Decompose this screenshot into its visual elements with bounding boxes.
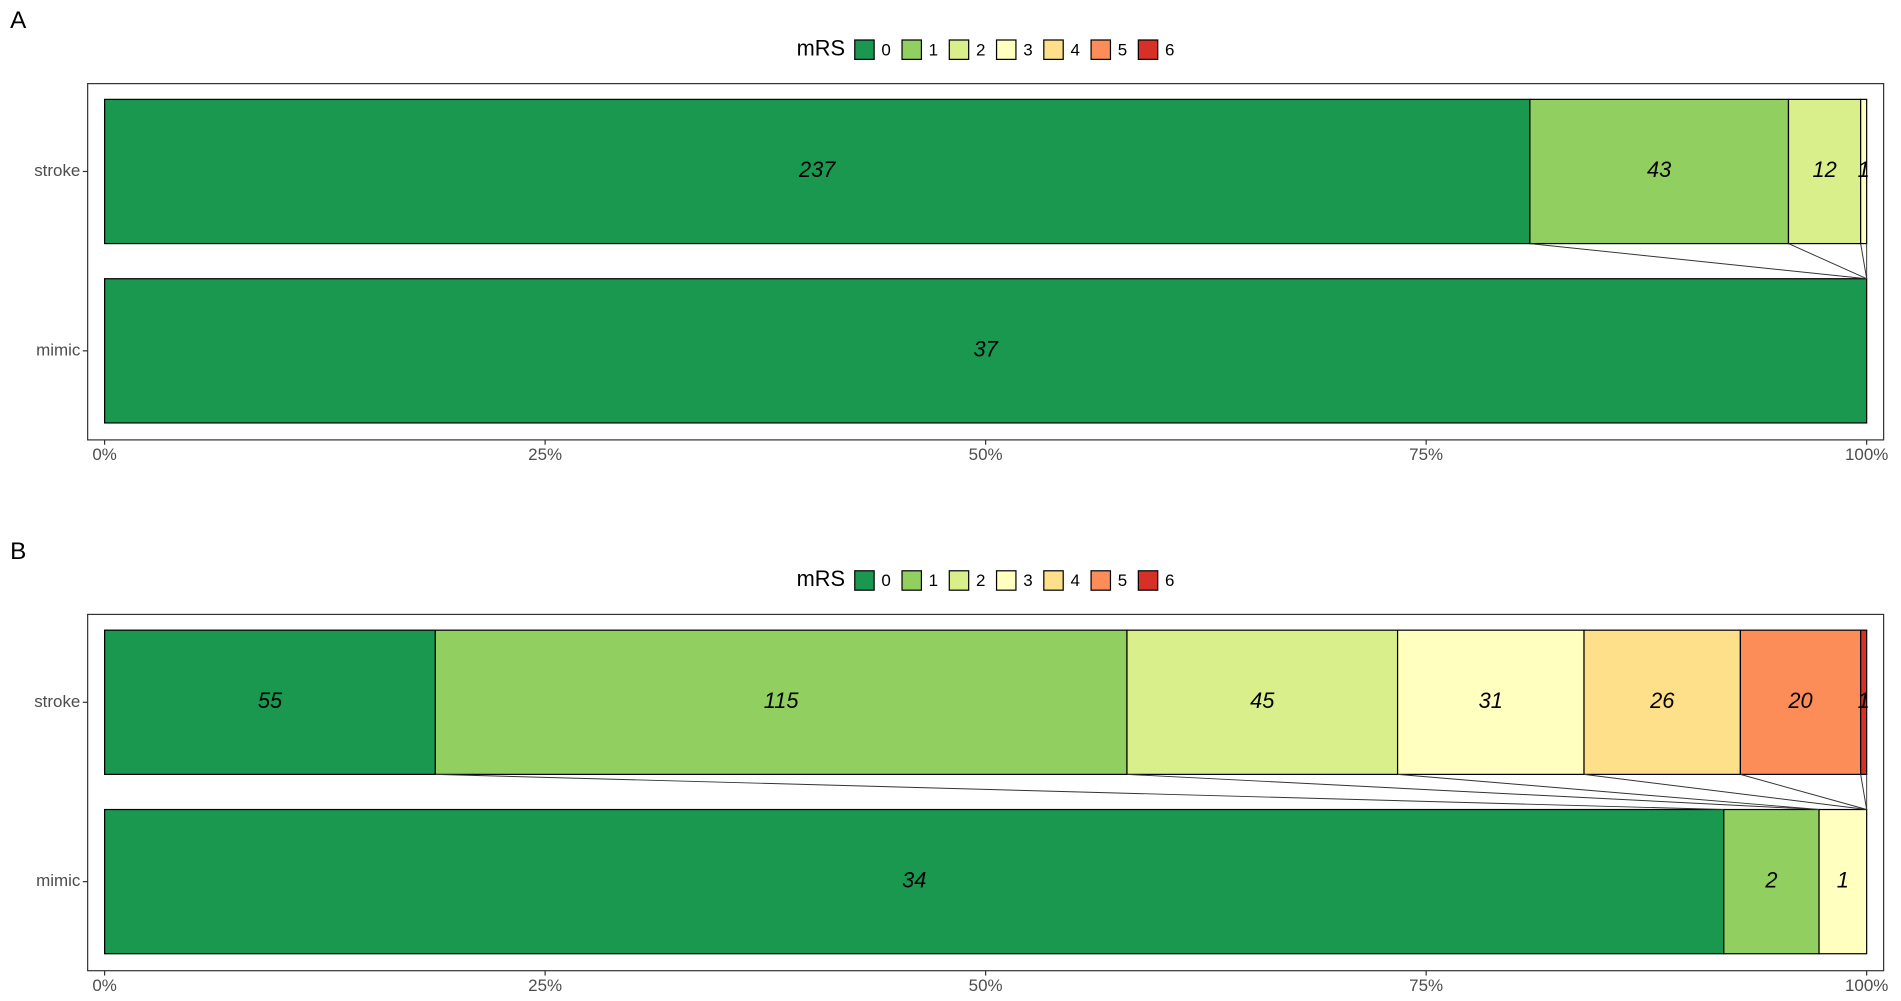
x-tick-label: 75% (1409, 445, 1443, 464)
bar-segment (1818, 808, 1868, 955)
legend-key (948, 570, 970, 591)
legend-label: 5 (1118, 40, 1127, 59)
connector (1860, 774, 1868, 810)
bar-segment (104, 629, 436, 775)
bar-segment (1739, 629, 1862, 775)
connector (1860, 243, 1868, 279)
legend-label: 2 (976, 40, 985, 59)
data-label: 34 (902, 867, 926, 892)
connector (1788, 243, 1867, 280)
legend-key (1090, 570, 1112, 591)
legend-key (1043, 570, 1064, 591)
bar-segment (434, 629, 1128, 775)
bar-segment (1860, 629, 1868, 775)
data-label: 1 (1858, 688, 1870, 713)
data-label: 20 (1787, 688, 1812, 713)
data-label: 237 (798, 157, 836, 182)
y-tick-label: mimic (36, 871, 81, 890)
connector (1397, 773, 1820, 811)
bar-segment (1723, 808, 1820, 955)
data-label: 45 (1250, 688, 1275, 713)
legend-label: 4 (1070, 40, 1079, 59)
legend-label: 6 (1165, 40, 1174, 59)
bar-segment (1529, 98, 1790, 245)
data-label: 43 (1647, 157, 1671, 182)
legend-key (1043, 39, 1064, 60)
legend-label: 4 (1070, 571, 1079, 590)
connector (1529, 243, 1867, 280)
x-tick-label: 0% (92, 976, 117, 995)
x-tick-label: 25% (528, 445, 562, 464)
legend-key (901, 570, 923, 591)
bar-segment (1860, 98, 1868, 245)
x-tick-label: 100% (1845, 976, 1888, 995)
legend-label: 3 (1023, 571, 1032, 590)
bar-segment (104, 808, 1725, 955)
y-tick-label: stroke (34, 161, 80, 180)
legend-key (854, 39, 875, 60)
legend-key (948, 39, 970, 60)
legend-label: 2 (976, 571, 985, 590)
y-tick-label: mimic (36, 340, 81, 359)
data-label: 31 (1479, 688, 1503, 713)
legend-label: 3 (1023, 40, 1032, 59)
connector (1126, 773, 1820, 811)
legend-key (995, 570, 1017, 591)
panel-label: A (10, 7, 27, 34)
connector (1740, 773, 1867, 810)
data-label: 115 (764, 688, 800, 713)
bar-segment (1396, 629, 1585, 775)
x-tick-label: 75% (1409, 976, 1443, 995)
data-label: 12 (1812, 157, 1836, 182)
bar-segment (104, 98, 1531, 245)
legend-key (854, 570, 875, 591)
x-tick-label: 50% (969, 445, 1003, 464)
x-tick-label: 50% (969, 976, 1003, 995)
bar-segment (1787, 98, 1862, 245)
legend-title: mRS (797, 35, 845, 60)
x-tick-label: 25% (528, 976, 562, 995)
data-label: 1 (1858, 157, 1870, 182)
x-tick-label: 100% (1845, 445, 1888, 464)
x-tick-label: 0% (92, 445, 117, 464)
legend-key (995, 39, 1017, 60)
legend-label: 1 (929, 40, 938, 59)
legend-key (1137, 39, 1159, 60)
data-label: 55 (258, 688, 283, 713)
data-label: 37 (974, 337, 999, 362)
bar-segment (104, 278, 1868, 424)
legend-label: 0 (881, 40, 890, 59)
y-tick-label: stroke (34, 692, 80, 711)
data-label: 2 (1764, 867, 1777, 892)
connector (435, 773, 1724, 811)
legend-label: 6 (1165, 571, 1174, 590)
data-label: 26 (1649, 688, 1675, 713)
data-label: 1 (1837, 867, 1849, 892)
bar-segment (1126, 629, 1399, 775)
legend-key (1090, 39, 1112, 60)
bar-segment (1583, 629, 1741, 775)
panel-label: B (10, 538, 26, 565)
legend-label: 0 (881, 571, 890, 590)
legend-label: 1 (929, 571, 938, 590)
legend-title: mRS (797, 566, 845, 591)
legend-label: 5 (1118, 571, 1127, 590)
legend-key (901, 39, 923, 60)
legend-key (1137, 570, 1159, 591)
connector (1583, 773, 1867, 811)
